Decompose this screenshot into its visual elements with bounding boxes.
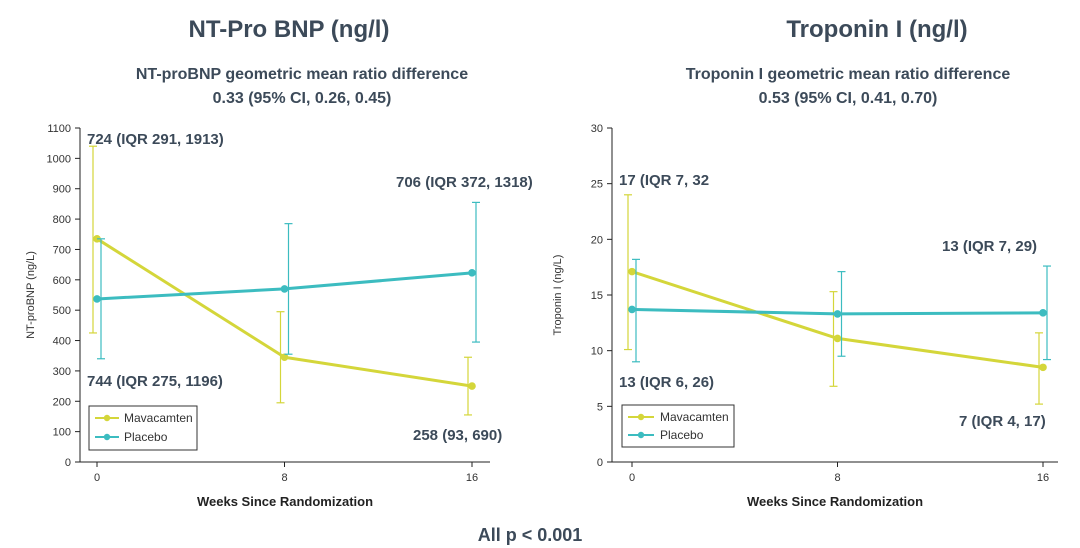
y-tick-label: 1000 (47, 153, 71, 165)
data-point-placebo (93, 295, 101, 303)
y-tick-label: 1100 (47, 123, 71, 135)
x-tick-label: 0 (94, 472, 100, 484)
series-mavacamten (89, 145, 476, 416)
data-point-placebo (833, 310, 842, 318)
y-tick-label: 15 (591, 290, 603, 302)
y-tick-label: 30 (591, 123, 603, 135)
x-tick-label: 8 (834, 472, 840, 484)
legend-mavacamten-marker (637, 413, 645, 421)
data-point-mavacamten (833, 334, 842, 343)
y-tick-label: 200 (53, 396, 71, 408)
chart-title: NT-Pro BNP (ng/l) (189, 16, 390, 43)
y-tick-label: 10 (591, 346, 603, 358)
chart-subtitle-line1: NT-proBNP geometric mean ratio differenc… (136, 66, 468, 83)
x-tick-label: 0 (629, 472, 635, 484)
legend: Mavacamten Placebo (621, 404, 735, 448)
chart-title: Troponin I (ng/l) (786, 16, 967, 43)
y-tick-label: 900 (53, 184, 71, 196)
y-axis-label: NT-proBNP (ng/L) (25, 251, 37, 339)
legend: Mavacamten Placebo (88, 405, 198, 451)
legend-box (88, 405, 198, 451)
x-tick-label: 16 (1037, 472, 1049, 484)
chart-subtitle-line2: 0.33 (95% CI, 0.26, 0.45) (213, 90, 392, 107)
y-tick-label: 5 (597, 401, 603, 413)
annotation-placebo-week16: 706 (IQR 372, 1318) (396, 174, 533, 191)
data-point-mavacamten (468, 382, 476, 390)
series-placebo (93, 201, 480, 360)
annotation-mavacamten-week16: 7 (IQR 4, 17) (959, 413, 1046, 430)
annotation-mavacamten-week16: 258 (93, 690) (413, 427, 502, 444)
data-point-mavacamten (280, 353, 289, 362)
x-axis-label: Weeks Since Randomization (197, 494, 373, 509)
annotation-mavacamten-baseline: 17 (IQR 7, 32 (619, 172, 709, 189)
legend-mavacamten-label: Mavacamten (124, 411, 193, 425)
y-tick-label: 800 (53, 214, 71, 226)
annotation-placebo-baseline: 13 (IQR 6, 26) (619, 374, 714, 391)
annotation-placebo-week16: 13 (IQR 7, 29) (942, 238, 1037, 255)
data-point-mavacamten (628, 267, 636, 276)
legend-placebo-marker (637, 431, 645, 439)
y-tick-label: 700 (53, 244, 71, 256)
x-tick-label: 8 (281, 472, 287, 484)
annotation-placebo-baseline: 744 (IQR 275, 1196) (87, 373, 223, 390)
legend-box (621, 404, 735, 448)
data-point-mavacamten (1039, 363, 1047, 372)
series-mavacamten (624, 194, 1047, 405)
nt-probnp-panel: NT-Pro BNP (ng/l) NT-proBNP geometric me… (25, 16, 533, 509)
annotation-mavacamten-baseline: 724 (IQR 291, 1913) (87, 131, 224, 148)
legend-mavacamten-marker (103, 414, 111, 422)
data-point-placebo (628, 305, 636, 314)
data-point-placebo (280, 285, 289, 293)
y-axis-label: Troponin I (ng/L) (552, 255, 564, 336)
y-tick-label: 400 (53, 336, 71, 348)
data-point-placebo (468, 269, 476, 277)
y-tick-label: 100 (53, 427, 71, 439)
series-line-mavacamten (631, 270, 1044, 369)
legend-placebo-label: Placebo (660, 428, 704, 442)
y-tick-label: 600 (53, 275, 71, 287)
data-point-placebo (1039, 309, 1047, 317)
series-placebo (628, 258, 1051, 363)
legend-mavacamten-label: Mavacamten (660, 410, 729, 424)
legend-placebo-marker (103, 433, 111, 441)
y-tick-label: 25 (591, 179, 603, 191)
chart-subtitle-line1: Troponin I geometric mean ratio differen… (686, 66, 1011, 83)
legend-placebo-label: Placebo (124, 430, 168, 444)
x-axis-label: Weeks Since Randomization (747, 494, 923, 509)
footer-p-value: All p < 0.001 (478, 525, 583, 545)
x-tick-label: 16 (466, 472, 478, 484)
y-tick-label: 0 (597, 457, 603, 469)
y-tick-label: 20 (591, 234, 603, 246)
y-tick-label: 0 (65, 457, 71, 469)
troponin-panel: Troponin I (ng/l) Troponin I geometric m… (552, 16, 1058, 509)
y-tick-label: 500 (53, 305, 71, 317)
series-line-mavacamten (96, 237, 473, 388)
chart-subtitle-line2: 0.53 (95% CI, 0.41, 0.70) (759, 90, 938, 107)
y-tick-label: 300 (53, 366, 71, 378)
